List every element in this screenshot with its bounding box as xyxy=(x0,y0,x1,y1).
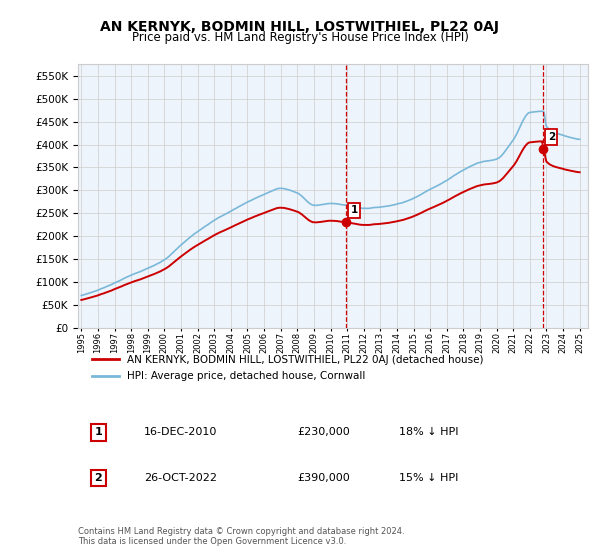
Text: Contains HM Land Registry data © Crown copyright and database right 2024.
This d: Contains HM Land Registry data © Crown c… xyxy=(78,526,404,546)
Text: AN KERNYK, BODMIN HILL, LOSTWITHIEL, PL22 0AJ: AN KERNYK, BODMIN HILL, LOSTWITHIEL, PL2… xyxy=(101,20,499,34)
Text: Price paid vs. HM Land Registry's House Price Index (HPI): Price paid vs. HM Land Registry's House … xyxy=(131,31,469,44)
Text: £230,000: £230,000 xyxy=(297,427,350,437)
Text: 16-DEC-2010: 16-DEC-2010 xyxy=(145,427,218,437)
Text: 2: 2 xyxy=(548,132,555,142)
Text: 1: 1 xyxy=(95,427,102,437)
Text: 15% ↓ HPI: 15% ↓ HPI xyxy=(400,473,458,483)
Text: 1: 1 xyxy=(350,205,358,215)
Text: 18% ↓ HPI: 18% ↓ HPI xyxy=(400,427,459,437)
Text: 2: 2 xyxy=(95,473,102,483)
Text: £390,000: £390,000 xyxy=(297,473,350,483)
Legend: AN KERNYK, BODMIN HILL, LOSTWITHIEL, PL22 0AJ (detached house), HPI: Average pri: AN KERNYK, BODMIN HILL, LOSTWITHIEL, PL2… xyxy=(88,351,488,385)
Text: 26-OCT-2022: 26-OCT-2022 xyxy=(145,473,217,483)
